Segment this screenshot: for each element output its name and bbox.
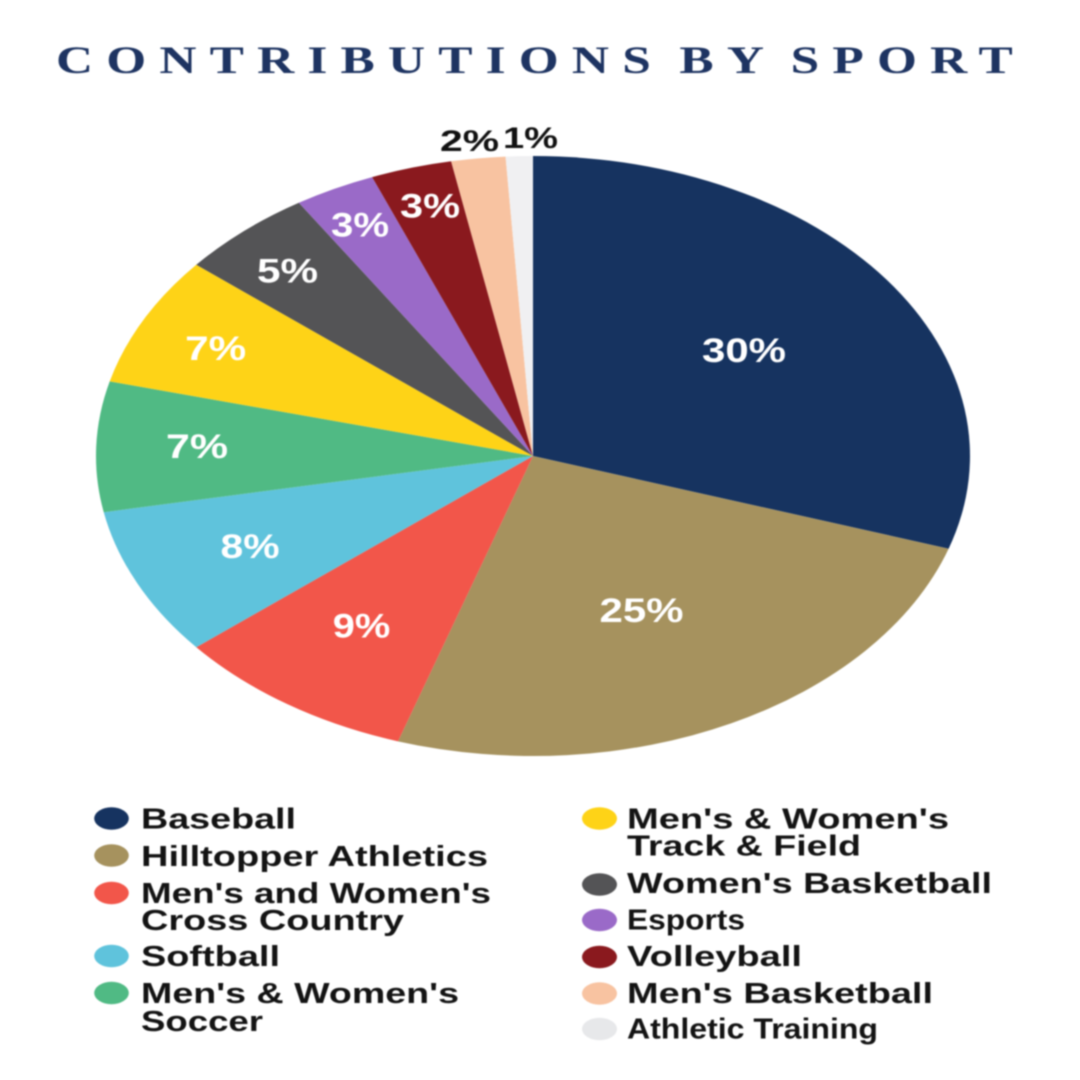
- svg-text:Baseball: Baseball: [141, 804, 296, 836]
- svg-text:Volleyball: Volleyball: [627, 941, 802, 973]
- svg-text:30%: 30%: [702, 332, 786, 370]
- svg-text:8%: 8%: [221, 528, 280, 566]
- svg-text:Men's and Women's: Men's and Women's: [141, 878, 491, 910]
- svg-text:3%: 3%: [331, 207, 389, 245]
- svg-text:5%: 5%: [257, 253, 318, 291]
- svg-text:1%: 1%: [503, 122, 558, 155]
- svg-text:9%: 9%: [333, 608, 391, 646]
- svg-text:3%: 3%: [400, 188, 460, 226]
- svg-text:Soccer: Soccer: [141, 1006, 263, 1038]
- svg-text:Men's & Women's: Men's & Women's: [141, 978, 459, 1010]
- svg-text:Athletic Training: Athletic Training: [627, 1014, 878, 1046]
- svg-text:Men's Basketball: Men's Basketball: [627, 978, 933, 1010]
- svg-text:Track & Field: Track & Field: [627, 831, 861, 863]
- svg-text:7%: 7%: [166, 428, 228, 466]
- svg-text:Esports: Esports: [627, 905, 745, 937]
- svg-text:25%: 25%: [600, 592, 684, 630]
- svg-text:Women's Basketball: Women's Basketball: [627, 868, 992, 900]
- svg-text:Hilltopper Athletics: Hilltopper Athletics: [141, 841, 488, 873]
- svg-text:7%: 7%: [185, 330, 246, 368]
- svg-text:CONTRIBUTIONS BY SPORT: CONTRIBUTIONS BY SPORT: [56, 39, 1026, 82]
- svg-text:Softball: Softball: [141, 941, 280, 973]
- svg-text:Men's & Women's: Men's & Women's: [627, 804, 949, 836]
- svg-text:2%: 2%: [440, 125, 499, 158]
- svg-text:Cross Country: Cross Country: [141, 905, 404, 937]
